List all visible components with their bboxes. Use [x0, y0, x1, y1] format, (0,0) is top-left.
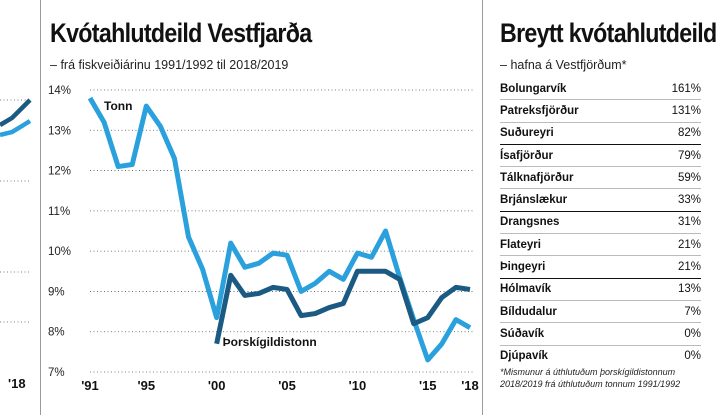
x-tick-label: '18	[461, 378, 479, 393]
harbor-name: Hólmavík	[500, 278, 646, 300]
quota-change-value: 0%	[646, 323, 701, 345]
harbor-name: Bolungarvík	[500, 78, 646, 100]
chart-title: Kvótahlutdeild Vestfjarða	[50, 18, 312, 49]
series-line-thorskigildistonn	[217, 271, 470, 344]
x-tick-label: '10	[349, 378, 367, 393]
harbor-name: Bíldudalur	[500, 300, 646, 322]
left-chart-fragment: '18	[0, 0, 40, 415]
y-tick-label: 12%	[48, 166, 71, 178]
quota-change-value: 13%	[646, 278, 701, 300]
harbor-name: Súðavík	[500, 323, 646, 345]
quota-change-value: 33%	[646, 189, 701, 211]
y-tick-label: 8%	[48, 327, 65, 339]
x-tick-label: '91	[81, 378, 99, 393]
harbor-name: Þingeyri	[500, 256, 646, 278]
x-tick-label: '15	[419, 378, 437, 393]
harbor-name: Drangsnes	[500, 211, 646, 233]
y-tick-label: 11%	[48, 206, 70, 218]
x-tick-label: '00	[208, 378, 226, 393]
footnote-line: *Mismunur á úthlutuðum þorskígildistonnu…	[500, 366, 680, 378]
quota-change-value: 21%	[646, 256, 701, 278]
quota-change-value: 7%	[646, 300, 701, 322]
quota-change-value: 21%	[646, 234, 701, 256]
quota-change-value: 82%	[646, 122, 701, 144]
quota-change-value: 0%	[646, 345, 701, 367]
harbor-name: Djúpavík	[500, 345, 646, 367]
harbor-name: Patreksfjörður	[500, 100, 646, 122]
harbor-name: Flateyri	[500, 234, 646, 256]
series-label-tonn: Tonn	[104, 99, 132, 113]
y-tick-label: 7%	[48, 367, 65, 379]
chart-subtitle: frá fiskveiðiárinu 1991/1992 til 2018/20…	[50, 58, 288, 72]
table-title: Breytt kvótahlutdeild	[500, 18, 717, 49]
quota-change-value: 131%	[646, 100, 701, 122]
x-tick-label: '95	[138, 378, 156, 393]
harbor-name: Suðureyri	[500, 122, 646, 144]
left-fragment-x-label: '18	[8, 376, 26, 391]
harbor-name: Ísafjörður	[500, 144, 646, 166]
separator-right	[482, 0, 483, 415]
quota-change-value: 31%	[646, 211, 701, 233]
y-tick-label: 10%	[48, 246, 71, 258]
x-tick-label: '05	[278, 378, 296, 393]
y-tick-label: 9%	[48, 286, 65, 298]
quota-change-value: 161%	[646, 78, 701, 100]
line-chart: 14% 13% 12% 11% 10% 9% 8% 7% '91 '95 '00 '05 '10 '15…	[40, 75, 480, 405]
left-fragment-svg	[0, 0, 40, 415]
y-tick-label: 14%	[48, 85, 71, 97]
series-label-thorskigildistonn: Þorskígildistonn	[223, 335, 317, 349]
quota-change-value: 79%	[646, 144, 701, 166]
footnote: *Mismunur á úthlutuðum þorskígildistonnu…	[500, 366, 680, 390]
y-tick-label: 13%	[48, 125, 71, 137]
table-subtitle: hafna á Vestfjörðum*	[500, 58, 626, 72]
harbor-name: Brjánslækur	[500, 189, 646, 211]
footnote-line: 2018/2019 frá úthlutuðum tonnum 1991/199…	[500, 378, 680, 390]
harbor-name: Tálknafjörður	[500, 167, 646, 189]
quota-change-value: 59%	[646, 167, 701, 189]
